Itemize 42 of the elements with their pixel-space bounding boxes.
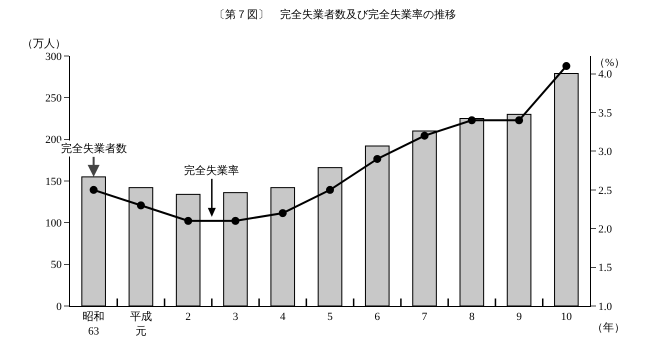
y-tick-label: 250 xyxy=(45,92,62,105)
y2-tick-label: 4.0 xyxy=(598,68,612,81)
y2-tick-label: 1.0 xyxy=(598,300,612,313)
point xyxy=(468,116,476,124)
y-tick-label: 300 xyxy=(45,50,62,63)
point xyxy=(90,186,98,194)
point xyxy=(562,62,570,70)
point xyxy=(420,132,429,140)
x-tick-label: 2 xyxy=(185,311,191,324)
x-tick-label: 3 xyxy=(232,311,239,324)
y-axis-title: （万人） xyxy=(22,38,66,50)
point xyxy=(136,201,145,210)
annotation: 完全失業率 xyxy=(184,164,239,177)
x-axis-title: （年） xyxy=(592,322,625,334)
y2-tick-label: 3.5 xyxy=(598,107,612,120)
point xyxy=(278,209,287,218)
x-tick-label: 昭和63 xyxy=(82,310,105,338)
y-tick-label: 150 xyxy=(45,176,62,188)
chart-title: 〔第７図〕 完全失業者数及び完全失業率の推移 xyxy=(214,8,456,22)
point xyxy=(373,154,382,163)
x-tick-label: 6 xyxy=(374,311,381,324)
x-tick-label: 5 xyxy=(327,311,334,324)
point xyxy=(326,186,334,194)
y2-tick-label: 3.0 xyxy=(598,146,612,158)
x-tick-label: 平成元 xyxy=(130,310,152,338)
point xyxy=(184,216,192,225)
y2-tick-label: 2.0 xyxy=(598,223,612,236)
x-tick-label: 10 xyxy=(560,311,572,324)
y-tick-label: 100 xyxy=(45,218,62,230)
point xyxy=(231,216,240,225)
y2-tick-label: 2.5 xyxy=(598,184,612,197)
y-tick-label: 0 xyxy=(56,300,62,313)
x-tick-label: 8 xyxy=(469,311,476,324)
y2-axis-title: （%） xyxy=(594,57,626,69)
x-tick-label: 7 xyxy=(422,311,428,324)
annotation: 完全失業者数 xyxy=(61,142,127,155)
point xyxy=(515,116,524,124)
x-tick-label: 4 xyxy=(280,311,286,324)
y-tick-label: 200 xyxy=(45,134,62,146)
y-tick-label: 50 xyxy=(50,259,62,272)
y2-tick-label: 1.5 xyxy=(598,262,612,274)
x-tick-label: 9 xyxy=(516,311,522,324)
